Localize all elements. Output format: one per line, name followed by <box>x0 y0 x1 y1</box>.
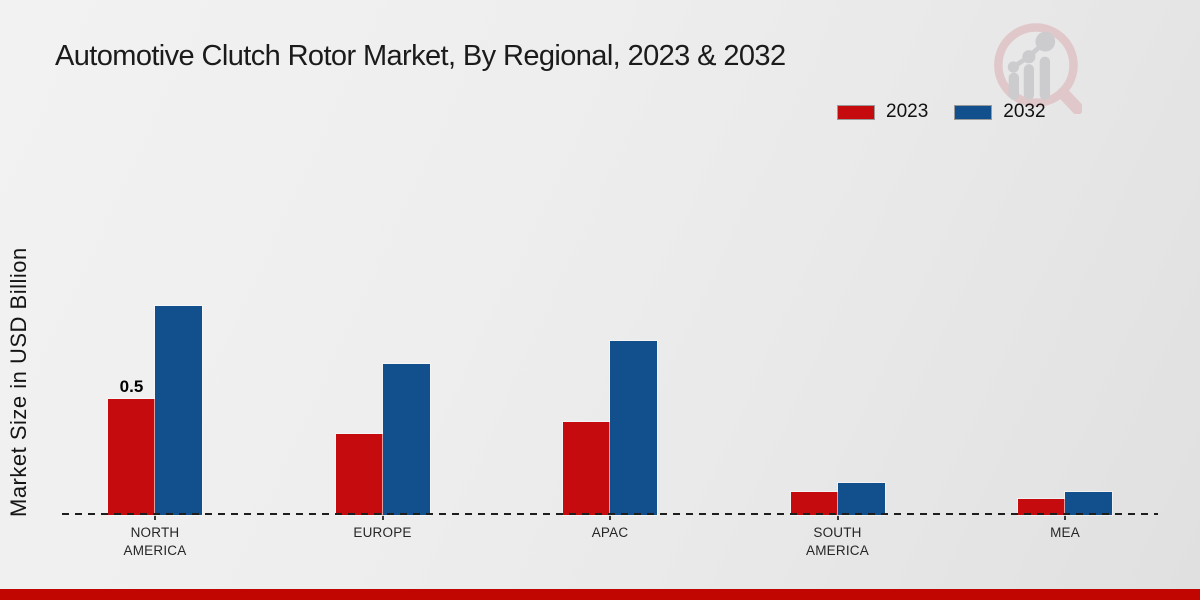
bar-2032-north-america <box>155 306 202 515</box>
bar-value-label-2023-north-america: 0.5 <box>119 377 144 396</box>
x-axis-tick <box>836 515 839 520</box>
bar-2032-apac <box>610 341 657 515</box>
legend-item-2032: 2032 <box>954 101 1046 123</box>
legend-swatch-2032 <box>954 104 993 120</box>
bar-2023-north-america <box>108 399 155 515</box>
market-research-magnifier-logo-icon <box>994 23 1082 114</box>
x-axis-label-south-america: SOUTH AMERICA <box>806 525 869 558</box>
x-axis-tick <box>381 515 384 520</box>
bar-2032-europe <box>382 364 430 515</box>
x-axis-label-mea: MEA <box>1050 525 1080 540</box>
zero-baseline <box>62 513 1158 515</box>
legend-item-2023: 2023 <box>837 101 928 123</box>
bottom-accent-bar <box>0 589 1200 600</box>
bar-2023-south-america <box>790 492 838 515</box>
y-axis-label: Market Size in USD Billion <box>6 247 31 518</box>
x-axis-label-north-america: NORTH AMERICA <box>123 525 187 558</box>
legend-swatch-2023 <box>837 104 875 120</box>
bar-2023-europe <box>335 434 383 515</box>
x-axis-tick <box>1064 515 1066 520</box>
x-axis-label-europe: EUROPE <box>353 525 412 540</box>
legend: 2023 2032 <box>837 101 1046 123</box>
chart-title: Automotive Clutch Rotor Market, By Regio… <box>55 40 786 72</box>
bar-2032-south-america <box>837 483 885 515</box>
legend-label-2032: 2032 <box>1003 101 1046 122</box>
x-axis-label-apac: APAC <box>591 525 629 540</box>
x-axis-tick <box>609 515 611 520</box>
bar-2023-apac <box>563 422 610 515</box>
legend-label-2023: 2023 <box>886 101 929 122</box>
x-axis-tick <box>154 515 156 520</box>
bar-2023-mea <box>1018 499 1065 515</box>
bar-2032-mea <box>1065 492 1112 515</box>
